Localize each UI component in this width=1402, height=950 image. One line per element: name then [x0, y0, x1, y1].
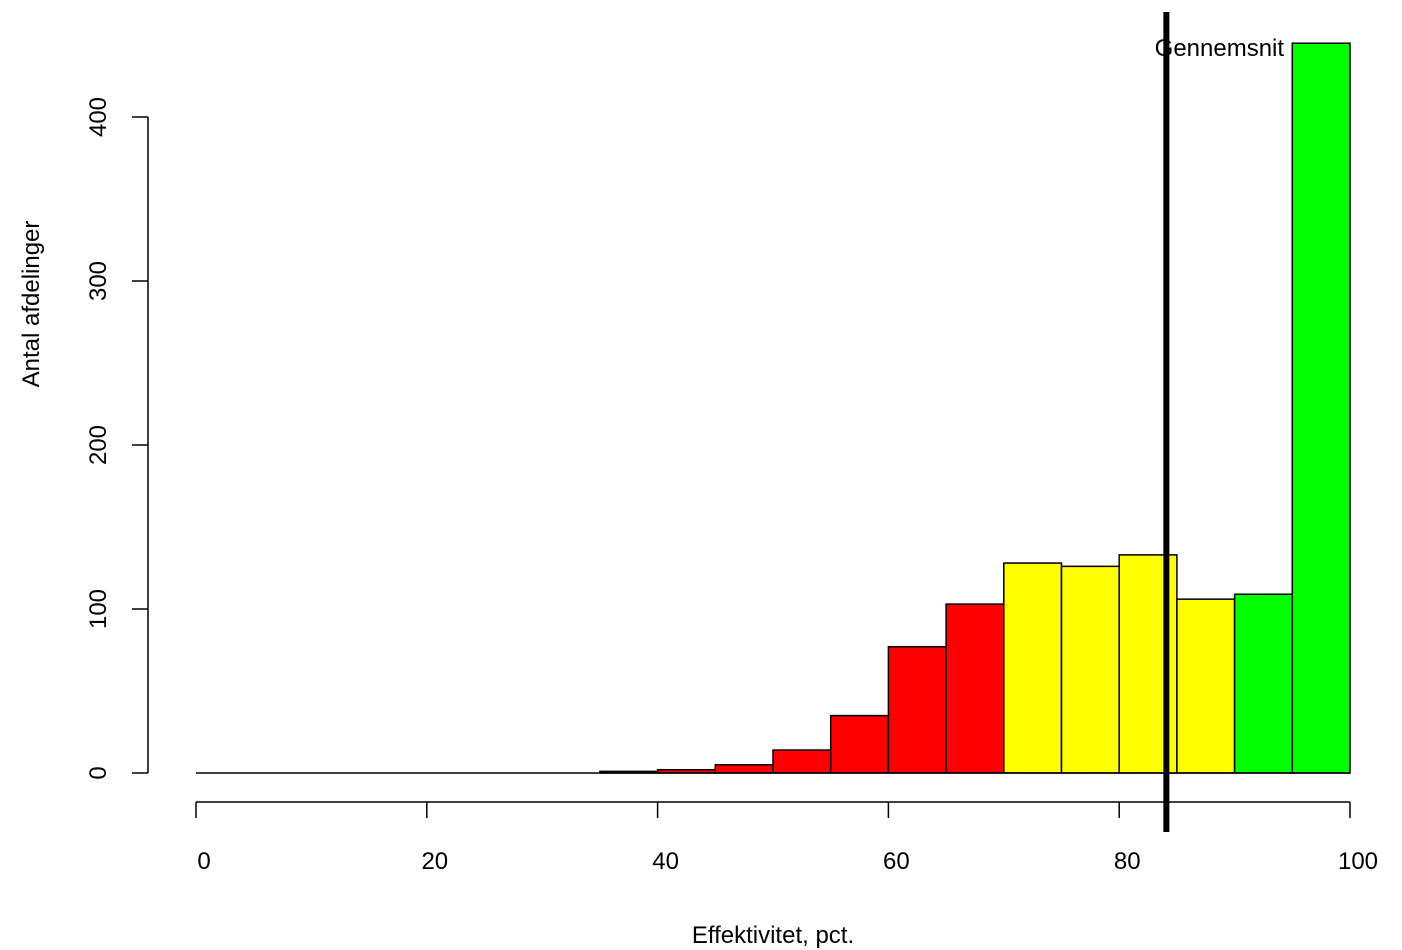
- histogram-bar-11: [829, 714, 890, 774]
- average-reference-label: Gennemsnit: [1155, 35, 1285, 62]
- x-tick-label-4: 80: [1114, 848, 1141, 875]
- histogram-bar-10: [772, 749, 832, 774]
- histogram-bars: [196, 42, 1351, 774]
- y-axis: 0 100 200 300 400: [85, 97, 149, 780]
- histogram-bar-19: [1291, 42, 1351, 774]
- histogram-bar-17: [1176, 598, 1236, 774]
- x-tick-label-5: 100: [1338, 848, 1378, 875]
- x-tick-label-3: 60: [883, 848, 910, 875]
- y-tick-label-3: 300: [85, 261, 112, 301]
- histogram-bar-14: [1003, 562, 1063, 774]
- histogram-bar-9: [714, 764, 774, 774]
- histogram-bar-18: [1233, 593, 1294, 774]
- histogram-bar-13: [945, 603, 1005, 774]
- histogram-bar-12: [887, 645, 947, 774]
- y-tick-label-4: 400: [85, 97, 112, 137]
- y-tick-label-0: 0: [85, 766, 112, 779]
- x-tick-label-0: 0: [197, 848, 210, 875]
- y-tick-label-1: 100: [85, 589, 112, 629]
- histogram-bar-15: [1060, 565, 1120, 774]
- y-tick-label-2: 200: [85, 425, 112, 465]
- x-tick-label-2: 40: [652, 848, 679, 875]
- x-tick-label-1: 20: [421, 848, 448, 875]
- reference-line-group: Gennemsnit: [1155, 12, 1285, 832]
- y-axis-title: Antal afdelinger: [18, 221, 45, 388]
- x-axis-title: Effektivitet, pct.: [692, 922, 854, 949]
- x-axis: 0 20 40 60 80 100: [195, 801, 1378, 875]
